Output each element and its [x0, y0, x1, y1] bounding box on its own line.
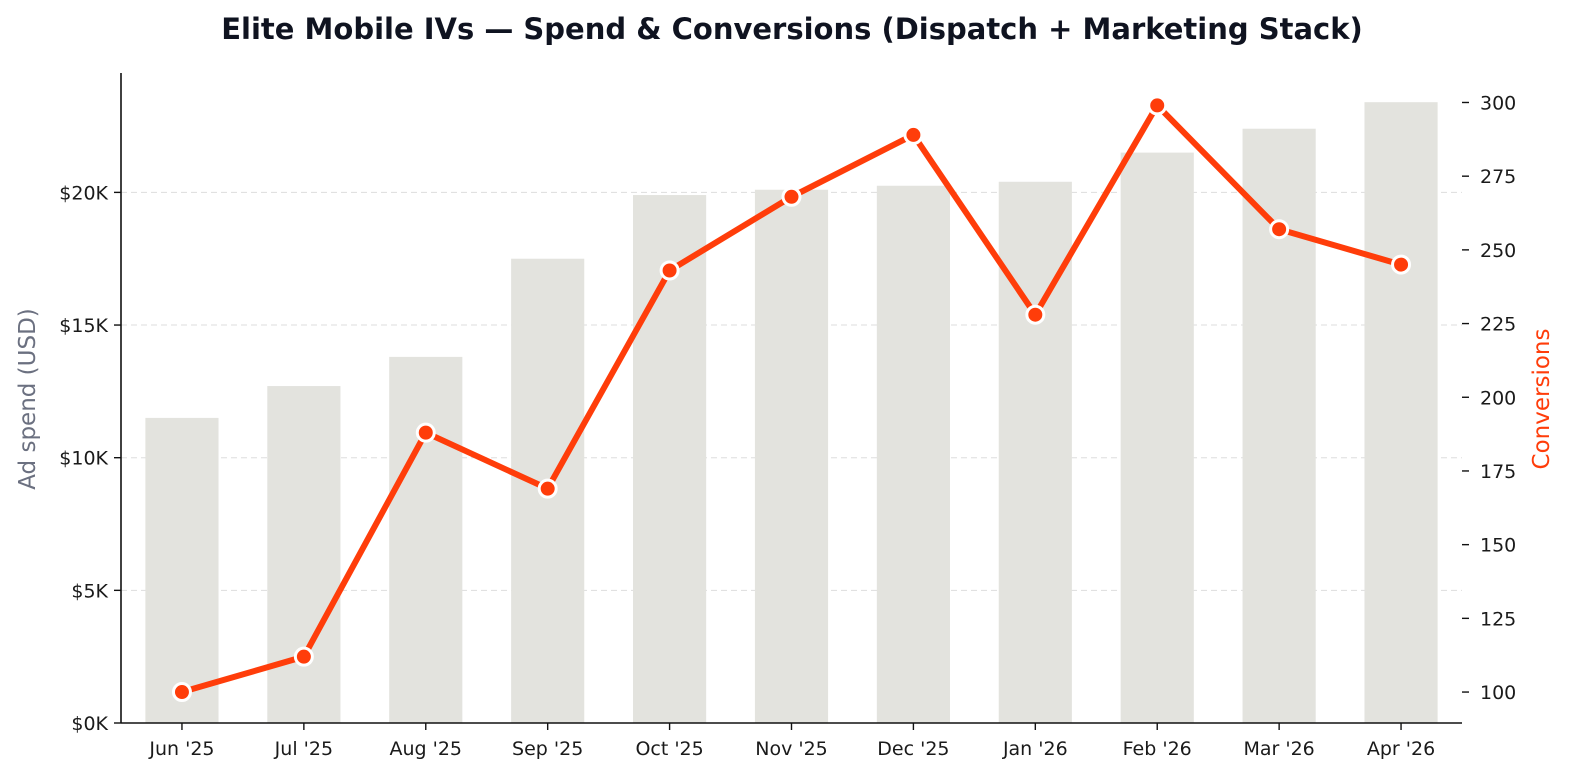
conversions-point	[537, 478, 558, 499]
y-right-tick-label: 100	[1480, 682, 1516, 704]
conversions-point	[1391, 254, 1412, 275]
conversions-point	[903, 124, 924, 145]
bar	[633, 195, 707, 723]
conversions-point	[293, 646, 314, 667]
conversions-point	[1147, 95, 1168, 116]
conversions-point	[781, 186, 802, 207]
y-left-tick-label: $15K	[59, 315, 108, 337]
bar	[754, 189, 829, 724]
x-tick-label: Jan '26	[1002, 738, 1068, 760]
y-right-tick-label: 125	[1480, 608, 1516, 630]
conversions-point	[659, 260, 680, 281]
x-tick-label: Jun '25	[148, 738, 214, 760]
line-series	[171, 95, 1412, 703]
x-tick-label: Apr '26	[1367, 738, 1435, 760]
conversions-point	[1025, 304, 1046, 325]
y-left-tick-label: $10K	[59, 448, 108, 470]
y-right-tick-label: 275	[1480, 166, 1516, 188]
conversions-point	[415, 422, 436, 443]
conversions-point	[171, 682, 192, 703]
bar	[389, 356, 463, 723]
bar	[145, 417, 219, 723]
axes: $0K $5K $10K $15K $20K 100 125 150 175 200 225 250 2…	[59, 73, 1516, 760]
x-tick-label: Oct '25	[635, 738, 703, 760]
y-left-tick-label: $20K	[59, 182, 108, 204]
x-tick-label: Nov '25	[755, 738, 828, 760]
y-axis-right-label: Conversions	[1529, 329, 1555, 470]
y-right-tick-label: 175	[1480, 461, 1516, 483]
x-tick-label: Dec '25	[877, 738, 949, 760]
bar	[876, 185, 950, 723]
bar	[1120, 152, 1194, 723]
x-tick-label: Feb '26	[1123, 738, 1192, 760]
y-axis-left-label: Ad spend (USD)	[15, 308, 41, 490]
y-left-tick-label: $0K	[71, 713, 108, 735]
y-right-tick-label: 250	[1480, 240, 1516, 262]
y-right-tick-label: 225	[1480, 314, 1516, 336]
x-tick-label: Mar '26	[1243, 738, 1314, 760]
x-tick-label: Jul '25	[274, 738, 333, 760]
bar	[998, 181, 1072, 723]
y-right-tick-label: 200	[1480, 387, 1516, 409]
x-tick-label: Aug '25	[389, 738, 462, 760]
bar	[1364, 102, 1438, 724]
x-tick-label: Sep '25	[512, 738, 583, 760]
bar-series	[145, 102, 1438, 724]
chart-title: Elite Mobile IVs — Spend & Conversions (…	[221, 12, 1363, 46]
bar	[267, 386, 341, 723]
y-right-tick-label: 300	[1480, 92, 1516, 114]
conversions-point	[1269, 219, 1290, 240]
bar	[1242, 128, 1316, 723]
y-right-tick-label: 150	[1480, 535, 1516, 557]
y-left-tick-label: $5K	[71, 580, 108, 602]
